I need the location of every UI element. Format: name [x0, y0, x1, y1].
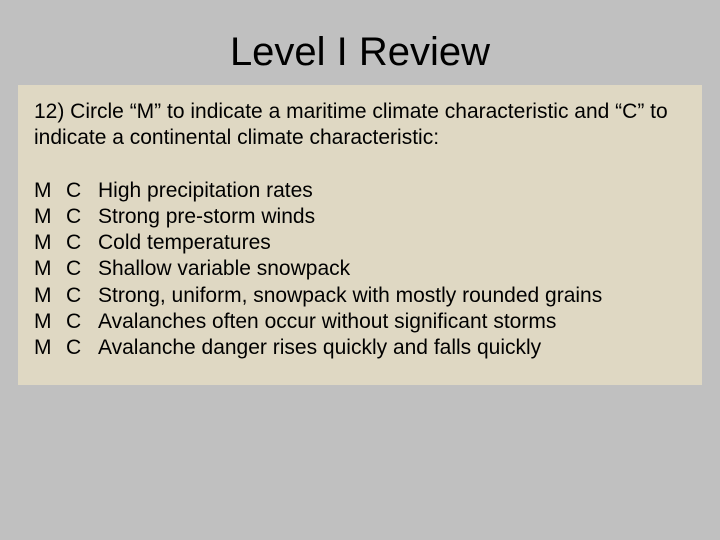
choice-m[interactable]: M: [34, 283, 54, 309]
item-text: Cold temperatures: [98, 230, 686, 256]
choice-c[interactable]: C: [66, 283, 86, 309]
list-item: M C Strong pre-storm winds: [34, 204, 686, 230]
slide: Level I Review 12) Circle “M” to indicat…: [0, 0, 720, 540]
choice-c[interactable]: C: [66, 204, 86, 230]
choice-m[interactable]: M: [34, 335, 54, 361]
list-item: M C High precipitation rates: [34, 178, 686, 204]
choice-m[interactable]: M: [34, 178, 54, 204]
content-box: 12) Circle “M” to indicate a maritime cl…: [18, 85, 702, 385]
question-text: 12) Circle “M” to indicate a maritime cl…: [34, 99, 686, 152]
choice-c[interactable]: C: [66, 178, 86, 204]
list-item: M C Avalanches often occur without signi…: [34, 309, 686, 335]
choice-m[interactable]: M: [34, 309, 54, 335]
list-item: M C Cold temperatures: [34, 230, 686, 256]
choice-c[interactable]: C: [66, 309, 86, 335]
item-text: Shallow variable snowpack: [98, 256, 686, 282]
choice-c[interactable]: C: [66, 256, 86, 282]
list-item: M C Shallow variable snowpack: [34, 256, 686, 282]
item-text: High precipitation rates: [98, 178, 686, 204]
item-text: Avalanche danger rises quickly and falls…: [98, 335, 686, 361]
choice-m[interactable]: M: [34, 204, 54, 230]
item-text: Strong pre-storm winds: [98, 204, 686, 230]
choice-m[interactable]: M: [34, 256, 54, 282]
choice-c[interactable]: C: [66, 230, 86, 256]
page-title: Level I Review: [0, 0, 720, 85]
item-text: Avalanches often occur without significa…: [98, 309, 686, 335]
item-text: Strong, uniform, snowpack with mostly ro…: [98, 283, 686, 309]
list-item: M C Strong, uniform, snowpack with mostl…: [34, 283, 686, 309]
choice-c[interactable]: C: [66, 335, 86, 361]
choice-m[interactable]: M: [34, 230, 54, 256]
items-list: M C High precipitation rates M C Strong …: [34, 178, 686, 362]
list-item: M C Avalanche danger rises quickly and f…: [34, 335, 686, 361]
